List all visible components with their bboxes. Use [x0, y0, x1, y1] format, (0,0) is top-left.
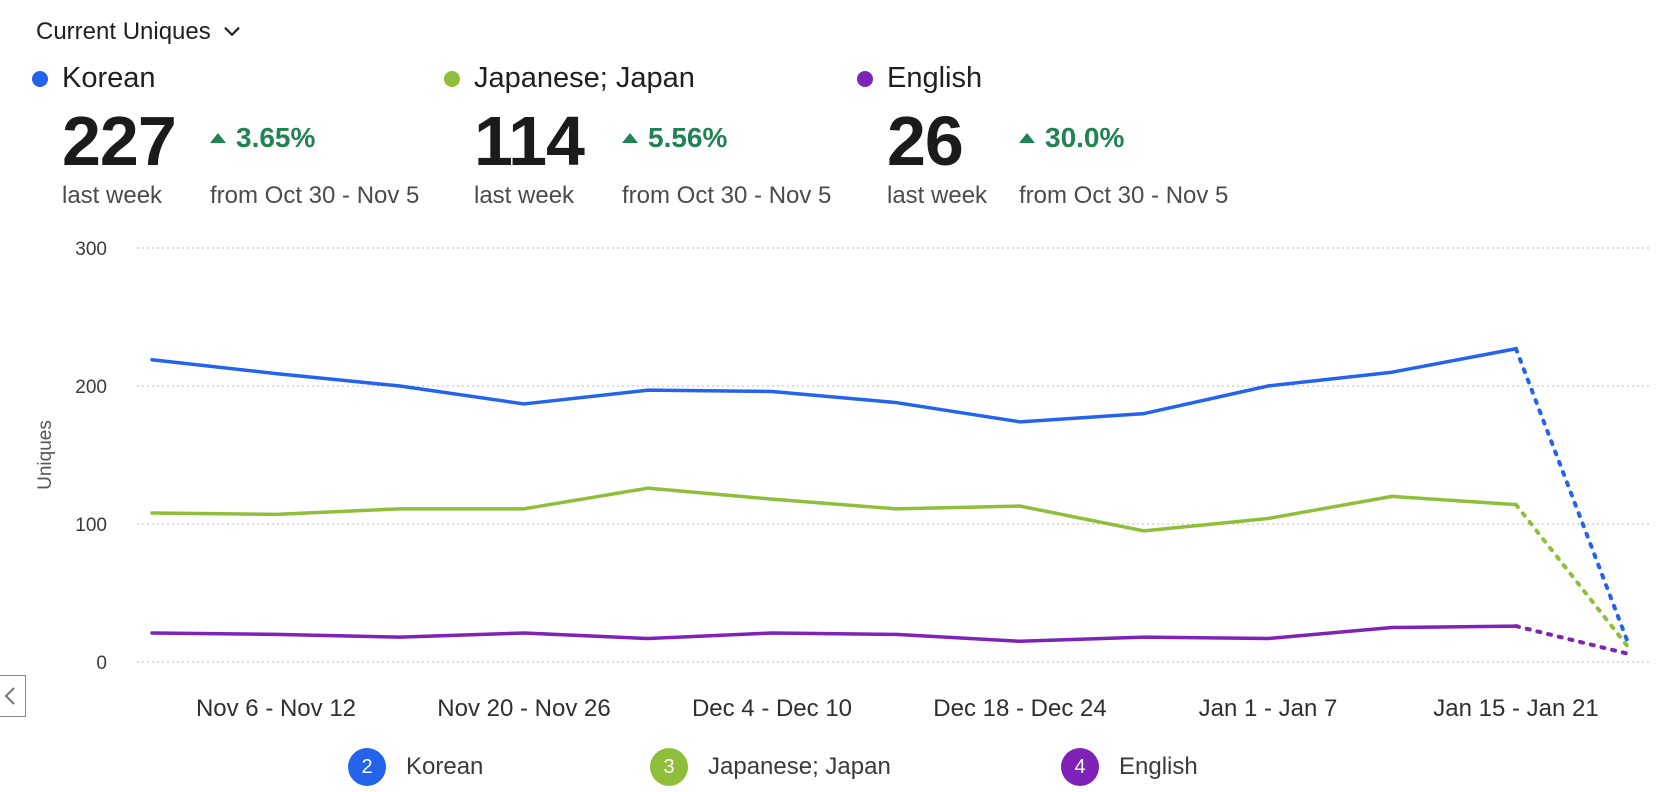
x-tick-label: Jan 15 - Jan 21	[1433, 695, 1598, 722]
summary-change-value: 3.65%	[236, 122, 316, 153]
summary-english: English 26 last week 30.0% from Oct 30 -…	[857, 62, 1228, 209]
summary-name: Japanese; Japan	[474, 62, 695, 94]
summary-value: 114	[474, 102, 585, 180]
legend-item-english[interactable]: 4 English	[1061, 748, 1198, 786]
summary-value: 227	[62, 102, 177, 180]
legend-label: Korean	[406, 753, 484, 780]
summary-period: last week	[474, 182, 575, 209]
series-line	[150, 624, 1518, 644]
x-tick-label: Nov 20 - Nov 26	[437, 695, 610, 722]
summary-change-value: 5.56%	[648, 122, 728, 153]
series-dot-icon	[444, 70, 460, 87]
summary-change: 5.56%	[622, 122, 727, 154]
summary-name: Korean	[62, 62, 156, 94]
arrow-up-icon	[622, 133, 638, 143]
series-line	[150, 346, 1518, 424]
chevron-down-icon	[224, 27, 240, 36]
y-tick-label: 0	[96, 653, 107, 674]
x-tick-label: Dec 18 - Dec 24	[933, 695, 1106, 722]
y-tick-label: 300	[75, 239, 107, 260]
legend-label: Japanese; Japan	[708, 753, 891, 780]
legend-item-korean[interactable]: 2 Korean	[348, 748, 483, 786]
summary-from: from Oct 30 - Nov 5	[622, 182, 832, 209]
summary-name: English	[887, 62, 983, 94]
legend-label: English	[1119, 753, 1198, 780]
series-incomplete-segment	[1514, 502, 1630, 649]
summary-from: from Oct 30 - Nov 5	[210, 182, 420, 209]
summary-japanese: Japanese; Japan 114 last week 5.56% from…	[444, 62, 831, 209]
legend-badge: 2	[348, 748, 386, 786]
scroll-left-button[interactable]	[0, 675, 26, 717]
summary-change: 30.0%	[1019, 122, 1124, 154]
series-line	[150, 486, 1518, 533]
arrow-up-icon	[210, 133, 226, 143]
series-dot-icon	[32, 70, 48, 87]
y-tick-label: 200	[75, 377, 107, 398]
summary-korean: Korean 227 last week 3.65% from Oct 30 -…	[32, 62, 419, 209]
series-dot-icon	[857, 70, 873, 87]
summary-value: 26	[887, 102, 964, 180]
metric-selector[interactable]: Current Uniques	[36, 18, 243, 46]
series-incomplete-segment	[1514, 346, 1630, 645]
legend-badge: 3	[650, 748, 688, 786]
summary-period: last week	[62, 182, 163, 209]
x-tick-label: Nov 6 - Nov 12	[196, 695, 356, 722]
summary-from: from Oct 30 - Nov 5	[1019, 182, 1229, 209]
legend-item-japanese[interactable]: 3 Japanese; Japan	[650, 748, 891, 786]
summary-change-value: 30.0%	[1045, 122, 1125, 153]
y-tick-label: 100	[75, 515, 107, 536]
x-tick-label: Jan 1 - Jan 7	[1199, 695, 1338, 722]
chevron-left-icon	[4, 687, 15, 705]
y-axis-label: Uniques	[35, 420, 56, 490]
x-tick-label: Dec 4 - Dec 10	[692, 695, 852, 722]
summary-change: 3.65%	[210, 122, 315, 154]
series-incomplete-segment	[1514, 624, 1630, 656]
arrow-up-icon	[1019, 133, 1035, 143]
legend-badge: 4	[1061, 748, 1099, 786]
metric-selector-label: Current Uniques	[36, 18, 211, 45]
summary-period: last week	[887, 182, 988, 209]
